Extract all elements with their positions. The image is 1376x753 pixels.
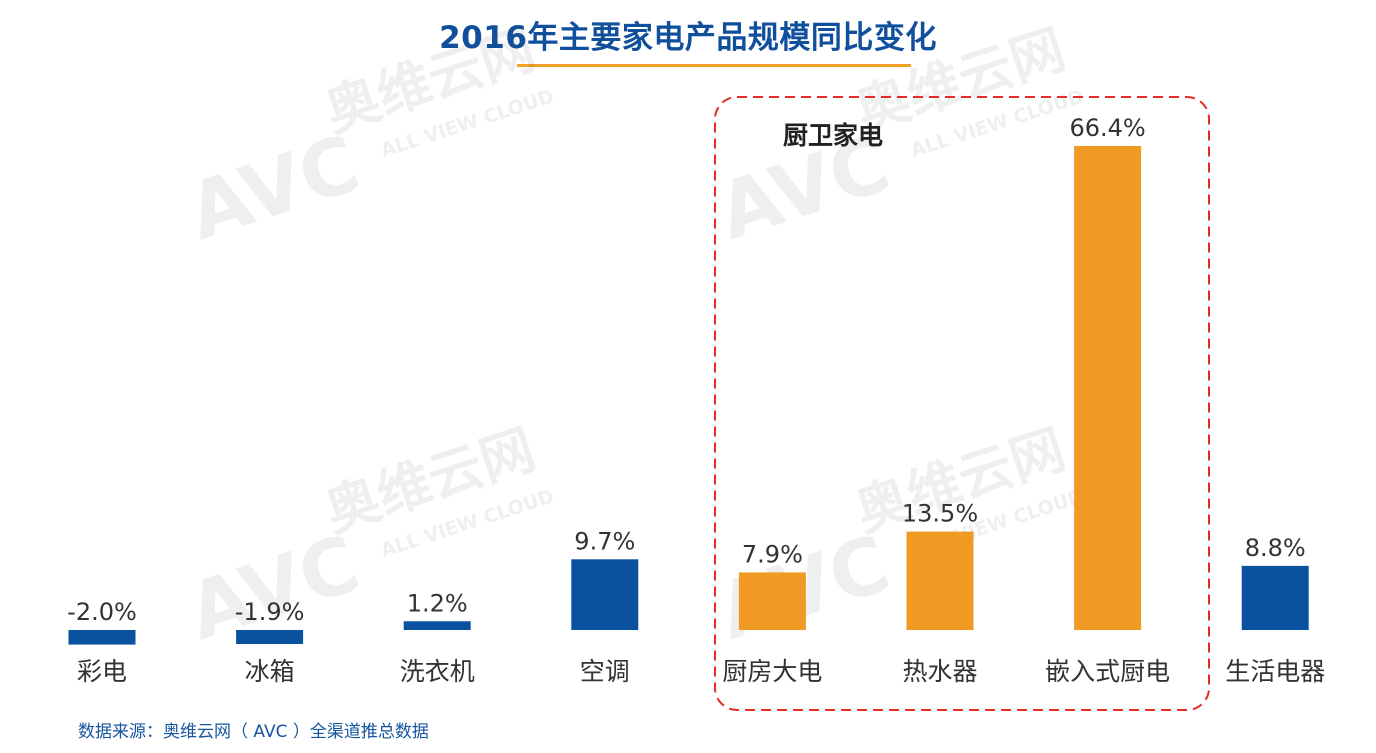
- value-label: -1.9%: [235, 598, 305, 626]
- category-label: 生活电器: [1225, 657, 1325, 686]
- category-label: 洗衣机: [400, 657, 475, 686]
- category-label: 厨房大电: [722, 657, 822, 686]
- highlight-label: 厨卫家电: [783, 121, 883, 150]
- value-label: 8.8%: [1245, 534, 1306, 562]
- title-underline: [517, 64, 911, 67]
- category-label: 嵌入式厨电: [1045, 657, 1170, 686]
- category-label: 热水器: [902, 657, 977, 686]
- bar-洗衣机: [403, 621, 471, 630]
- bar-空调: [571, 559, 639, 630]
- value-label: 66.4%: [1069, 114, 1145, 142]
- bar-生活电器: [1241, 565, 1309, 630]
- value-label-layer: -2.0% -1.9% 1.2% 9.7% 7.9% 13.5% 66.4% 8.8%: [67, 114, 1306, 626]
- value-label: 7.9%: [742, 540, 803, 568]
- value-label: 13.5%: [902, 500, 978, 528]
- bar-厨房大电: [738, 572, 806, 630]
- bar-嵌入式厨电: [1074, 146, 1142, 630]
- category-label: 彩电: [77, 657, 127, 686]
- value-label: -2.0%: [67, 598, 137, 626]
- category-label: 冰箱: [245, 657, 295, 686]
- highlight-box: [714, 96, 1210, 711]
- chart-title: 2016年主要家电产品规模同比变化: [439, 20, 937, 56]
- bar-冰箱: [236, 630, 304, 644]
- value-label: 1.2%: [407, 589, 468, 617]
- bar-series: [68, 146, 1309, 645]
- category-label-layer: 彩电 冰箱 洗衣机 空调 厨房大电 热水器 嵌入式厨电 生活电器: [77, 657, 1325, 686]
- data-source-note: 数据来源：奥维云网（ AVC ）全渠道推总数据: [78, 722, 429, 742]
- category-label: 空调: [580, 657, 630, 686]
- value-label: 9.7%: [574, 527, 635, 555]
- bar-热水器: [906, 531, 974, 630]
- bar-彩电: [68, 630, 136, 645]
